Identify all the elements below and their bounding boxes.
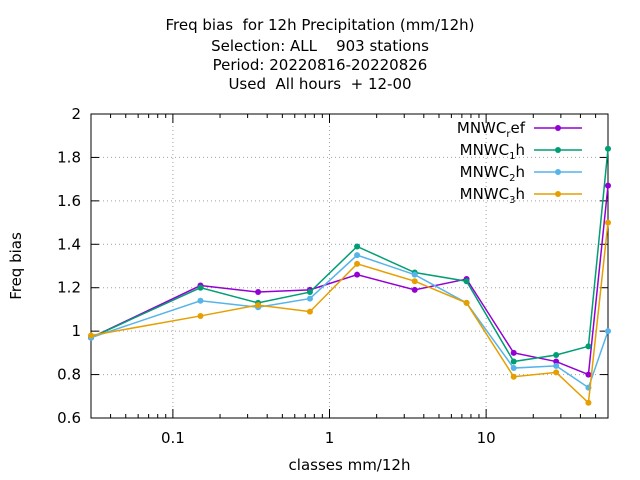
y-tick-label: 1.8 (57, 148, 81, 166)
legend-swatch-point (555, 125, 561, 131)
data-point (510, 358, 517, 365)
data-point (255, 289, 262, 296)
x-tick-label: 10 (477, 429, 496, 447)
series-line (90, 148, 609, 363)
series-line (90, 185, 609, 376)
data-point (197, 312, 204, 319)
data-point (510, 373, 517, 380)
title-line-2: Selection: ALL 903 stations (211, 37, 429, 55)
data-point (88, 332, 94, 339)
x-tick-label: 0.1 (161, 429, 185, 447)
series-lines (88, 145, 611, 406)
data-point (354, 243, 361, 250)
y-axis-label: Freq bias (7, 232, 25, 300)
data-point (411, 286, 418, 293)
data-point (605, 328, 611, 335)
data-point (197, 284, 204, 291)
y-tick-label: 1.2 (57, 279, 81, 297)
legend-swatch-point (555, 169, 561, 175)
series-MNWC_3h (88, 219, 611, 406)
y-tick-label: 0.6 (57, 409, 81, 427)
data-point (354, 252, 361, 259)
data-point (605, 145, 611, 152)
plot-frame (90, 113, 609, 419)
data-point (510, 349, 517, 356)
legend-label: MNWC3h (460, 185, 525, 206)
legend-label: MNWC2h (460, 163, 525, 184)
data-point (585, 343, 592, 350)
legend-label: MNWCref (457, 119, 526, 140)
data-point (463, 299, 470, 306)
series-MNWC_ref (88, 182, 611, 378)
x-tick-label: 1 (325, 429, 335, 447)
data-point (585, 371, 592, 378)
legend-swatch-point (555, 191, 561, 197)
title-line-4: Used All hours + 12-00 (228, 75, 412, 93)
y-tick-label: 2 (71, 105, 81, 123)
data-point (354, 260, 361, 267)
data-point (255, 302, 262, 309)
y-tick-label: 1 (71, 322, 81, 340)
legend-label: MNWC1h (460, 141, 525, 162)
data-point (463, 278, 470, 285)
grid (91, 114, 608, 418)
data-point (306, 289, 313, 296)
y-tick-label: 1.4 (57, 235, 81, 253)
title-line-1: Freq bias for 12h Precipitation (mm/12h) (165, 16, 475, 34)
data-point (354, 271, 361, 278)
axis-ticks: 0.6 0.8 1 1.2 1.4 1.6 1.8 2 0.1 1 10 (57, 105, 608, 447)
y-tick-label: 1.6 (57, 192, 81, 210)
data-point (197, 297, 204, 304)
data-point (306, 308, 313, 315)
data-point (510, 365, 517, 372)
data-point (553, 362, 560, 369)
data-point (553, 352, 560, 359)
data-point (585, 399, 592, 406)
series-line (90, 222, 609, 405)
series-MNWC_1h (88, 145, 611, 365)
data-point (411, 271, 418, 278)
x-axis-label: classes mm/12h (289, 456, 411, 474)
y-tick-label: 0.8 (57, 366, 81, 384)
legend-swatch-point (555, 147, 561, 153)
data-point (553, 369, 560, 376)
data-point (411, 278, 418, 285)
data-point (553, 358, 560, 365)
data-point (605, 182, 611, 189)
data-point (605, 219, 611, 226)
data-point (306, 295, 313, 302)
title-line-3: Period: 20220816-20220826 (212, 56, 428, 74)
